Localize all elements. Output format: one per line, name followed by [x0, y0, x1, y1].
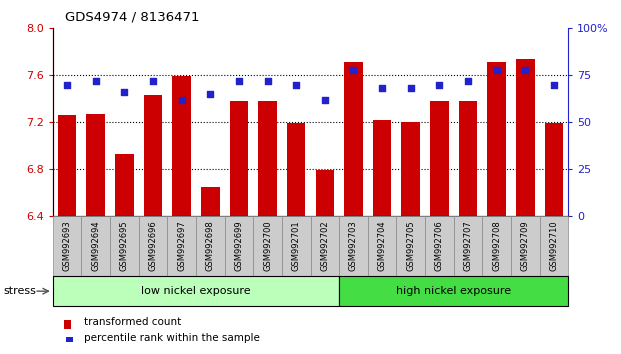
- Point: [291, 82, 301, 87]
- Bar: [401, 122, 420, 216]
- Bar: [173, 76, 191, 216]
- Point: [62, 82, 72, 87]
- Text: GSM992706: GSM992706: [435, 221, 444, 272]
- Bar: [344, 62, 363, 216]
- Text: GSM992704: GSM992704: [378, 221, 387, 272]
- Bar: [459, 101, 478, 216]
- Bar: [487, 62, 506, 216]
- Point: [91, 78, 101, 84]
- Text: transformed count: transformed count: [84, 317, 181, 327]
- Text: GSM992707: GSM992707: [463, 221, 473, 272]
- Bar: [315, 170, 334, 216]
- Text: GSM992702: GSM992702: [320, 221, 329, 272]
- Text: GSM992709: GSM992709: [521, 221, 530, 272]
- Point: [435, 82, 445, 87]
- Text: low nickel exposure: low nickel exposure: [141, 286, 251, 296]
- Bar: [58, 115, 76, 216]
- Text: GSM992697: GSM992697: [177, 221, 186, 272]
- Text: GSM992710: GSM992710: [550, 221, 558, 272]
- Bar: [230, 101, 248, 216]
- Bar: [287, 123, 306, 216]
- Point: [234, 78, 244, 84]
- Point: [148, 78, 158, 84]
- Text: GDS4974 / 8136471: GDS4974 / 8136471: [65, 11, 200, 24]
- Point: [377, 86, 387, 91]
- Text: GSM992700: GSM992700: [263, 221, 272, 272]
- Text: GSM992698: GSM992698: [206, 221, 215, 272]
- Text: GSM992705: GSM992705: [406, 221, 415, 272]
- Point: [320, 97, 330, 102]
- Bar: [373, 120, 391, 216]
- Text: GSM992701: GSM992701: [292, 221, 301, 272]
- Text: GSM992696: GSM992696: [148, 221, 158, 272]
- Point: [492, 67, 502, 73]
- Text: GSM992699: GSM992699: [234, 221, 243, 272]
- Point: [177, 97, 187, 102]
- Bar: [430, 101, 448, 216]
- Bar: [143, 95, 162, 216]
- Point: [549, 82, 559, 87]
- Bar: [258, 101, 277, 216]
- Point: [119, 89, 129, 95]
- Text: stress: stress: [3, 286, 36, 296]
- Bar: [115, 154, 134, 216]
- Point: [263, 78, 273, 84]
- Text: GSM992708: GSM992708: [492, 221, 501, 272]
- Text: GSM992694: GSM992694: [91, 221, 100, 272]
- Bar: [86, 114, 105, 216]
- Bar: [516, 59, 535, 216]
- Point: [406, 86, 415, 91]
- Bar: [201, 187, 220, 216]
- Text: GSM992693: GSM992693: [63, 221, 71, 272]
- Point: [463, 78, 473, 84]
- Point: [206, 91, 215, 97]
- Bar: [545, 123, 563, 216]
- Text: GSM992703: GSM992703: [349, 221, 358, 272]
- Text: GSM992695: GSM992695: [120, 221, 129, 272]
- Text: percentile rank within the sample: percentile rank within the sample: [84, 333, 260, 343]
- Point: [520, 67, 530, 73]
- Point: [348, 67, 358, 73]
- Text: high nickel exposure: high nickel exposure: [396, 286, 511, 296]
